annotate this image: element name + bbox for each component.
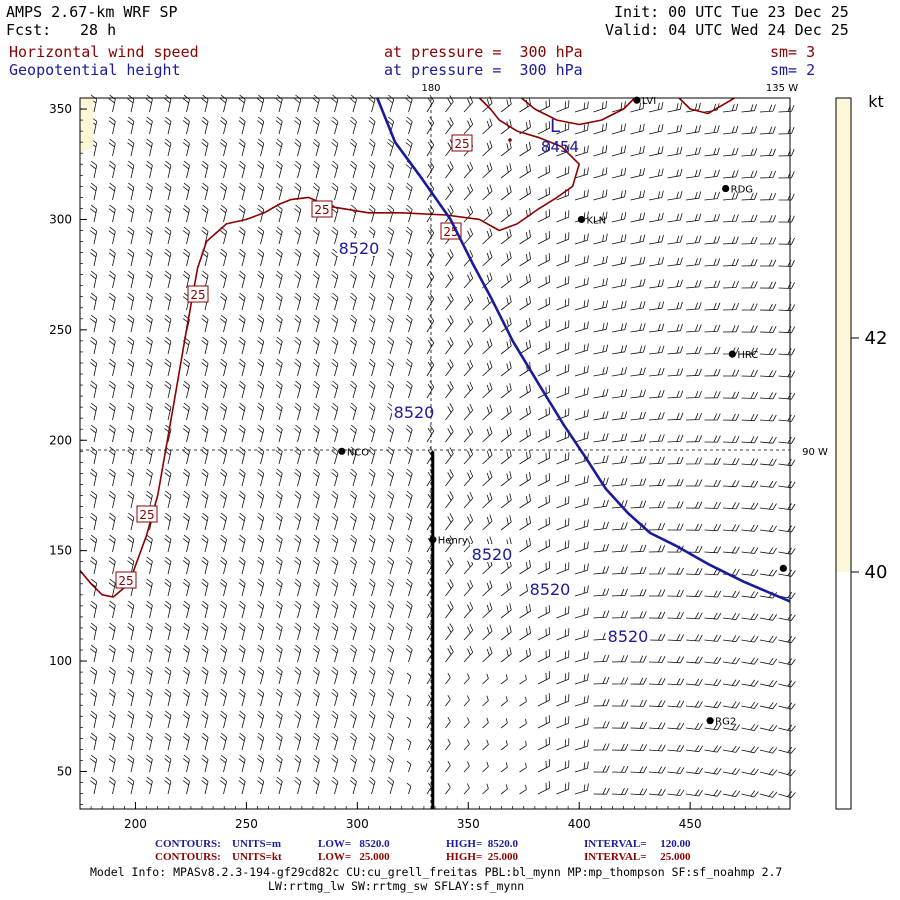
station-marker [338,447,346,455]
station-label: Henry [438,536,468,547]
colorbar-band-high [836,98,851,338]
height-contour-label: 8520 [608,627,649,646]
wind-speed-shading [80,98,94,154]
station-marker [722,184,730,193]
speed-contour-label: 25 [139,508,154,522]
contours-red-interval: INTERVAL= 25.000 [584,851,691,863]
field2-level: at pressure = 300 hPa [384,61,583,79]
height-contour-label-bg [392,402,436,420]
station-label: HRC [737,350,758,361]
speed-contour-label: 25 [314,203,329,217]
speed-contour-label-box [136,505,158,523]
station-marker [577,215,586,224]
contours-blue-units: UNITS=m [232,838,282,850]
low-pressure-value: 8454 [541,138,579,156]
height-contour-label-bg [528,579,572,597]
height-contour-label: 8520 [339,239,380,258]
contours-blue-interval: INTERVAL= 120.00 [584,838,691,850]
model-title: AMPS 2.67-km WRF SP [6,3,178,21]
height-contour-label: 8520 [394,403,435,422]
x-tick-label: 250 [235,817,258,830]
y-tick-label: 150 [49,544,72,558]
low-pressure-marker: L [550,116,560,137]
height-contour-line [376,97,791,603]
height-contour-label: 8520 [472,545,513,564]
wind-speed-contour-2 [520,97,636,126]
contours-blue-label: CONTOURS: [155,838,221,850]
field1-smoothing: sm= 3 [770,43,816,61]
colorbar-tick-label: 42 [865,328,888,349]
speed-contour-label: 25 [118,574,133,588]
wind-speed-contour-3 [678,97,735,115]
height-contour-label-bg [470,544,514,562]
colorbar: kt 42 40 [835,92,888,810]
contours-red-label: CONTOURS: [155,851,221,863]
model-info-2: LW:rrtmg_lw SW:rrtmg_sw SFLAY:sf_mynn [268,879,525,893]
contours-red-low: LOW= 25.000 [318,851,390,863]
map-axes: 200 250 300 350 400 450 50 100 150 200 250 300 350 [49,97,791,830]
forecast-hour-value: 28 h [80,21,117,39]
field1-name: Horizontal wind speed [9,43,199,61]
y-tick-label: 300 [49,212,72,226]
height-contour-label: 8520 [530,580,571,599]
meridian-180-label: 180 [421,83,440,94]
field2-smoothing: sm= 2 [770,61,816,79]
station-label: RG2 [715,717,736,728]
y-tick-label: 200 [49,433,72,447]
low-center-dot [508,138,512,142]
height-contour-label-bg [337,238,381,256]
station-marker [706,717,714,725]
init-time: Init: 00 UTC Tue 23 Dec 25 [614,3,849,21]
station-label: KLN [586,215,606,226]
meridian-135w-label: 135 W [766,83,798,94]
station-marker [779,564,787,572]
speed-contour-label-box [451,134,473,152]
x-tick-label: 300 [346,817,369,830]
forecast-hour-label: Fcst: [6,21,52,39]
model-info: Model Info: MPASv8.2.3-194-gf29cd82c CU:… [90,865,783,879]
station-label: RDG [731,185,753,196]
station-label: LVI [642,96,656,107]
station-marker [728,350,736,358]
y-tick-label: 50 [57,764,72,778]
y-tick-label: 100 [49,654,72,668]
speed-contour-label: 25 [454,137,469,151]
colorbar-band-low [836,572,851,809]
colorbar-unit: kt [868,92,884,111]
station-marker [429,536,437,544]
x-tick-label: 350 [457,817,480,830]
speed-contour-label-box [311,200,333,218]
contours-red-units: UNITS=kt [232,851,282,863]
x-tick-label: 400 [568,817,591,830]
height-contour-label-bg [606,626,650,644]
valid-time: Valid: 04 UTC Wed 24 Dec 25 [605,21,849,39]
colorbar-frame [835,97,852,810]
x-tick-label: 200 [124,817,147,830]
meridian-90w-label: 90 W [802,447,828,458]
contours-blue-high: HIGH= 8520.0 [446,838,518,850]
speed-contour-label-box [187,285,209,303]
colorbar-tick-label: 40 [865,562,888,583]
contours-blue-low: LOW= 8520.0 [318,838,390,850]
field1-level: at pressure = 300 hPa [384,43,583,61]
field2-name: Geopotential height [9,61,181,79]
y-tick-label: 350 [49,102,72,116]
y-tick-label: 250 [49,323,72,337]
station-label: NCO [347,447,369,458]
contours-red-high: HIGH= 25.000 [446,851,518,863]
wind-barb-field [90,94,796,799]
speed-contour-label: 25 [190,288,205,302]
wind-barbs [90,94,796,799]
x-tick-label: 450 [679,817,702,830]
speed-contour-label-box [115,571,137,589]
colorbar-band-mid [836,338,851,572]
